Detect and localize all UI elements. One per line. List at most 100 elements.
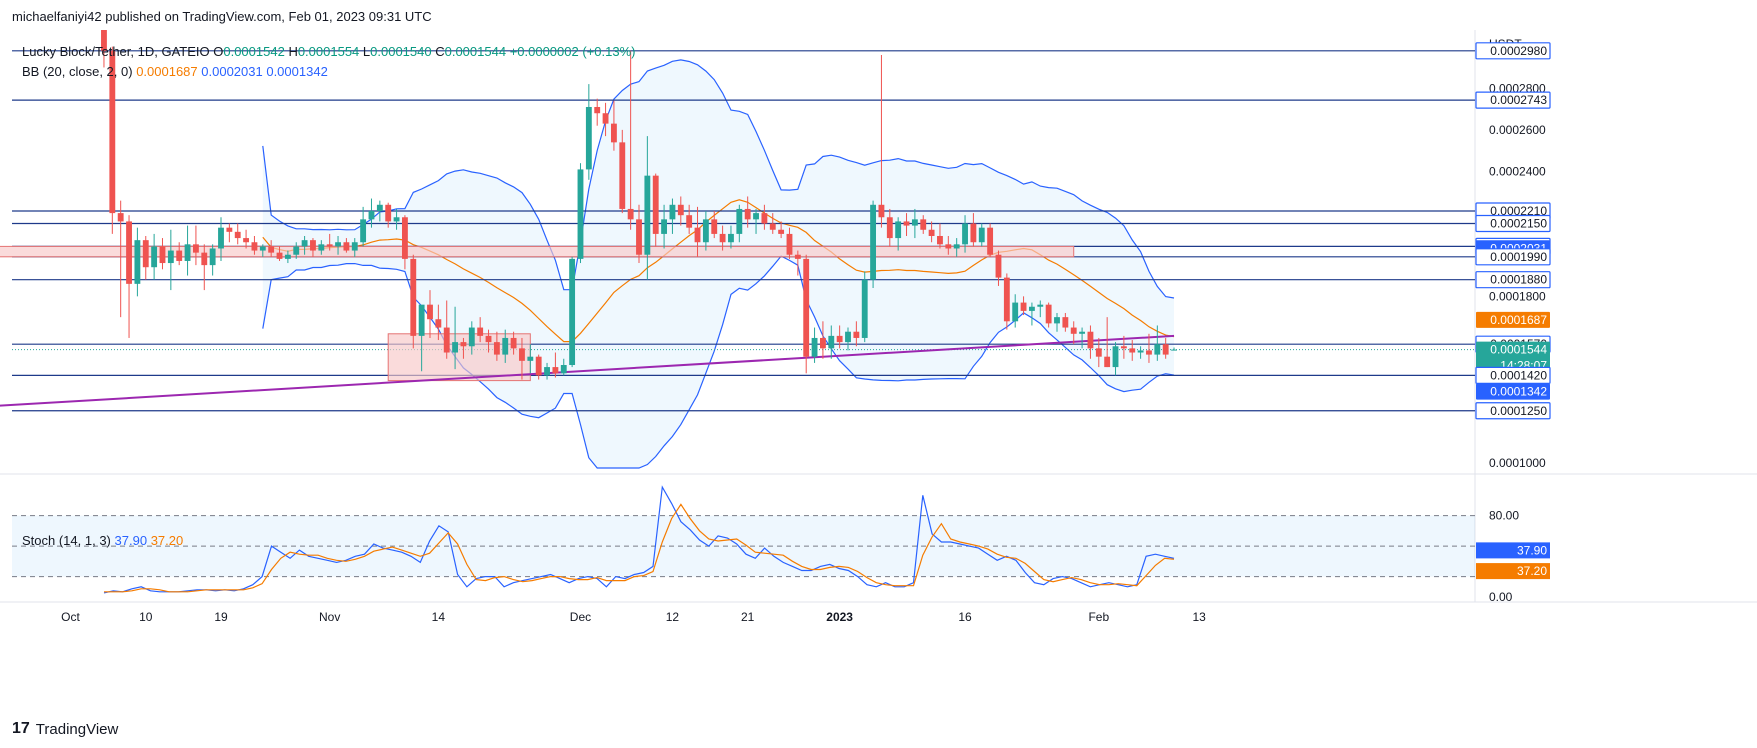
price-label-text: 0.0002210 [1490, 204, 1547, 218]
time-axis-tick: 16 [958, 610, 972, 624]
candle-body [259, 246, 266, 251]
price-label-text: 0.0002743 [1490, 93, 1547, 107]
candle-body [101, 30, 107, 51]
candle-body [1070, 327, 1077, 334]
candle-body [1171, 349, 1177, 351]
price-label-text: 0.0001544 [1490, 343, 1547, 357]
candle-body [786, 233, 793, 255]
high-label: H [288, 44, 298, 59]
candle-body [218, 227, 224, 249]
stoch-legend[interactable]: Stoch (14, 1, 3) 37.90 37.20 [22, 533, 183, 548]
price-label-text: 0.0001687 [1490, 313, 1547, 327]
price-label-level [1475, 91, 1551, 109]
candle-body [978, 227, 985, 243]
candle-body [1062, 317, 1069, 328]
candle-body [778, 229, 785, 234]
price-label-text: 0.0001880 [1490, 273, 1547, 287]
candle-body [1120, 346, 1127, 349]
open-value: 0.0001542 [223, 44, 285, 59]
candle-body [962, 223, 968, 245]
candle-body [1154, 344, 1161, 355]
candle-body [485, 335, 492, 343]
low-value: 0.0001540 [370, 44, 432, 59]
candle-body [184, 244, 191, 261]
candle-body [1020, 302, 1027, 311]
candle-body [192, 244, 199, 253]
candle-body [201, 252, 208, 266]
candle-body [410, 258, 417, 336]
candle-body [945, 244, 952, 249]
price-label-text: 0.0001342 [1490, 385, 1547, 399]
candle-body [176, 250, 183, 261]
candle-body [803, 258, 810, 357]
candle-body [343, 242, 350, 251]
high-value: 0.0001554 [297, 44, 360, 59]
candle-body [284, 254, 291, 259]
stoch-value-text: 37.90 [1517, 543, 1547, 557]
candle-body [435, 319, 442, 328]
time-axis-tick: Feb [1088, 610, 1109, 624]
stoch-value-text: 37.20 [1517, 564, 1547, 578]
candle-body [652, 175, 659, 234]
candle-body [393, 217, 400, 222]
candle-body [1079, 331, 1086, 334]
price-label-text: 0.0002150 [1490, 217, 1547, 231]
tradingview-brand[interactable]: 17 TradingView [12, 720, 118, 738]
open-label: O [213, 44, 224, 59]
candle-body [126, 221, 132, 284]
price-label-text: 0.0002980 [1490, 44, 1547, 58]
time-axis-tick: Oct [61, 610, 80, 624]
candle-body [310, 240, 316, 251]
candle-body [711, 219, 718, 234]
price-axis-tick: 0.0001800 [1489, 289, 1546, 303]
candle-body [836, 335, 843, 343]
price-label-level [1475, 271, 1551, 289]
candle-body [937, 235, 943, 245]
candle-body [535, 356, 542, 376]
stoch-label: Stoch (14, 1, 3) [22, 533, 111, 548]
time-axis-tick: 12 [666, 610, 680, 624]
candle-body [1054, 317, 1060, 324]
candle-body [385, 204, 392, 222]
candle-body [1003, 277, 1010, 322]
bb-upper-value: 0.0002031 [201, 64, 263, 79]
candle-body [1112, 346, 1119, 368]
candle-body [636, 219, 642, 255]
bb-legend[interactable]: BB (20, close, 2, 0) 0.0001687 0.0002031… [22, 64, 328, 79]
candle-body [243, 238, 250, 243]
candle-body [895, 221, 902, 239]
candle-body [427, 304, 433, 320]
candle-body [585, 106, 592, 170]
candle-body [577, 169, 584, 259]
price-label-level [1475, 366, 1551, 385]
time-axis-tick: Nov [319, 610, 340, 624]
symbol-name[interactable]: Lucky Block/Tether, 1D, GATEIO [22, 44, 210, 59]
brand-name: TradingView [35, 720, 119, 738]
stoch-axis-tick: 80.00 [1489, 509, 1519, 523]
bb-lower-value: 0.0001342 [266, 64, 328, 79]
candle-body [151, 246, 158, 268]
candle-body [1162, 344, 1169, 355]
candle-body [360, 219, 367, 243]
candle-body [677, 204, 684, 216]
candle-body [117, 213, 124, 222]
candle-body [1095, 348, 1102, 357]
candle-body [452, 342, 459, 353]
price-axis-tick: 0.0001000 [1489, 456, 1546, 470]
candle-body [970, 223, 977, 243]
candle-body [861, 279, 868, 338]
time-axis-tick: Dec [570, 610, 591, 624]
time-axis-tick: 2023 [826, 610, 853, 624]
support-resistance-zone [0, 245, 1075, 258]
candle-body [702, 219, 709, 243]
bb-basis-value: 0.0001687 [136, 64, 198, 79]
candle-body [878, 204, 885, 218]
time-axis-tick: 19 [214, 610, 228, 624]
candle-body [276, 252, 283, 259]
publisher-line: michaelfaniyi42 published on TradingView… [12, 9, 432, 24]
candle-body [493, 342, 500, 355]
candle-body [845, 331, 851, 343]
price-label-bb_basis [1476, 311, 1550, 328]
candle-body [527, 356, 534, 361]
